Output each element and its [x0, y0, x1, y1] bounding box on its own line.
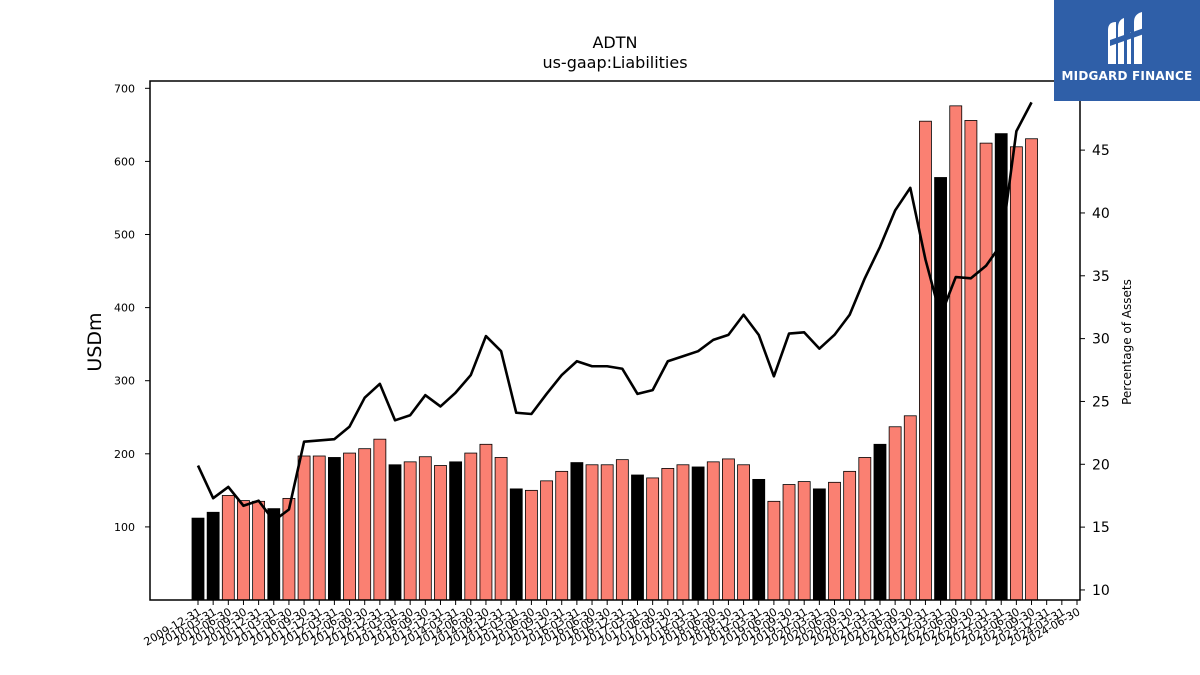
bar	[191, 517, 205, 601]
bar	[979, 142, 993, 601]
bar	[919, 120, 932, 601]
bar	[903, 415, 917, 601]
bar	[343, 452, 356, 601]
y-tick-label: 300	[114, 375, 135, 388]
left-y-axis: 100 200 300 400 500 600 700	[114, 82, 150, 534]
bar	[1025, 138, 1038, 601]
chart-title: ADTN	[592, 33, 637, 52]
logo-text: MIDGARD FINANCE	[1061, 69, 1193, 83]
bar	[570, 462, 584, 601]
plot-frame	[149, 80, 1081, 601]
bar	[449, 461, 463, 601]
midgard-finance-logo: MIDGARD FINANCE	[1054, 0, 1200, 101]
right-y-axis: 10 15 20 25 30 35 40 45	[1080, 143, 1110, 599]
bar	[237, 500, 250, 601]
bar	[494, 457, 508, 601]
bar	[949, 105, 963, 601]
y-right-tick-label: 15	[1092, 520, 1110, 536]
bar	[221, 495, 235, 601]
percentage-line	[196, 101, 1033, 523]
bar	[782, 484, 796, 601]
bar	[888, 426, 902, 601]
bar	[797, 481, 811, 601]
bar	[934, 177, 947, 601]
bar	[418, 456, 432, 601]
bar	[358, 448, 372, 601]
bar	[540, 480, 553, 601]
bar	[252, 500, 266, 601]
chart-subtitle: us-gaap:Liabilities	[542, 53, 687, 72]
y-right-tick-label: 40	[1092, 206, 1110, 222]
y-right-tick-label: 45	[1092, 143, 1110, 159]
bar	[525, 489, 538, 601]
y-right-tick-label: 20	[1092, 457, 1110, 473]
bar	[267, 508, 281, 601]
y-right-tick-label: 30	[1092, 332, 1110, 348]
y-tick-label: 400	[114, 302, 135, 315]
bar	[661, 468, 675, 601]
bar	[403, 461, 417, 601]
y-tick-label: 600	[114, 155, 135, 168]
bar	[509, 488, 523, 601]
bar	[858, 457, 872, 601]
y-right-tick-label: 35	[1092, 269, 1110, 285]
bar	[327, 457, 341, 601]
bar	[767, 500, 781, 601]
bar	[312, 455, 326, 601]
y-tick-label: 100	[114, 521, 135, 534]
bar	[1009, 146, 1023, 601]
bar	[706, 461, 720, 601]
bar	[737, 464, 750, 601]
bar	[873, 443, 887, 601]
bar	[206, 511, 220, 601]
bar	[722, 458, 735, 601]
bar-series	[191, 105, 1038, 601]
y-right-tick-label: 25	[1092, 394, 1110, 410]
bar	[615, 459, 629, 601]
x-axis: 2009-12-312010-03-312010-06-302010-09-30…	[142, 600, 1082, 649]
bar	[464, 452, 478, 601]
left-y-axis-label: USDm	[84, 312, 106, 371]
y-right-tick-label: 10	[1092, 583, 1110, 599]
line-series	[196, 101, 1033, 523]
logo-mark-icon	[1108, 12, 1144, 64]
bar	[555, 470, 569, 601]
bar	[297, 455, 311, 601]
bar	[812, 488, 826, 601]
bar	[691, 466, 705, 601]
bar	[631, 474, 644, 601]
bar	[600, 464, 614, 601]
y-tick-label: 200	[114, 448, 135, 461]
bar	[373, 438, 387, 601]
bar	[479, 443, 493, 601]
bar	[434, 465, 447, 601]
bar	[843, 470, 857, 601]
bar	[828, 481, 841, 601]
bar	[676, 464, 690, 601]
y-tick-label: 700	[114, 82, 135, 95]
y-tick-label: 500	[114, 229, 135, 242]
bar	[964, 120, 978, 601]
bar	[646, 477, 660, 601]
right-y-axis-label: Percentage of Assets	[1120, 279, 1134, 405]
bar	[752, 478, 766, 601]
bar	[388, 464, 402, 601]
bar	[585, 464, 599, 601]
